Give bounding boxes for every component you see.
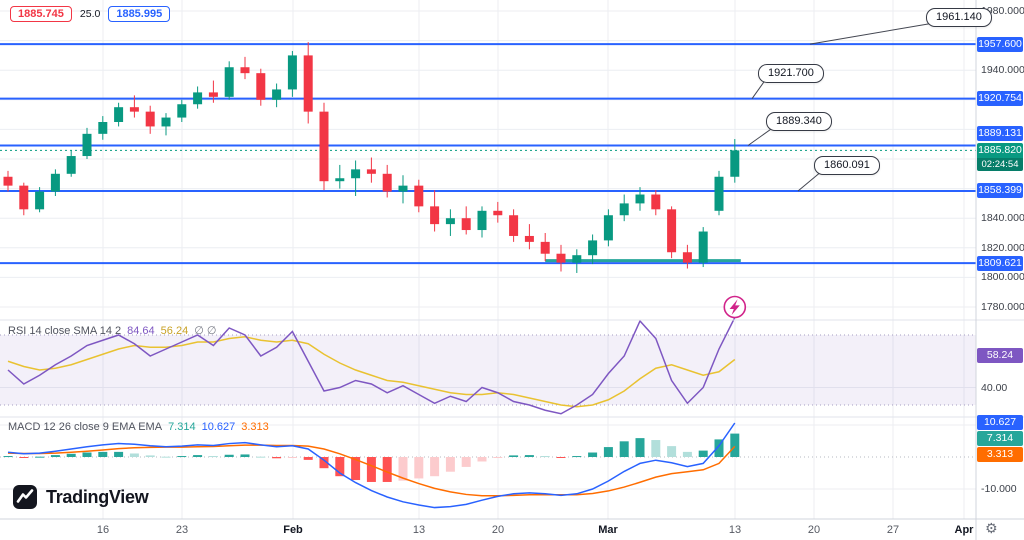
time-axis-label: 23 [175,524,189,536]
price-callout[interactable]: 1921.700 [758,64,824,83]
macd-legend-title[interactable]: MACD 12 26 close 9 EMA EMA [8,421,163,433]
tradingview-logo-icon [13,485,37,509]
price-axis-label: 1940.000 [981,64,1024,77]
time-axis-label: 13 [412,524,426,536]
price-level-badge: 1858.399 [977,183,1023,199]
callout-leader-line [797,170,823,192]
rsi-ma-line[interactable] [7,335,736,408]
current-price-value: 1885.820 [978,143,1022,156]
price-axis-label: 1800.000 [981,271,1024,284]
buy-sell-widget: 1885.745 25.0 1885.995 [10,6,171,22]
price-axis-label: 1840.000 [981,212,1024,225]
macd-line-value: 10.627 [201,421,236,433]
macd-axis-label: -10.000 [981,483,1017,495]
rsi-value: 84.64 [127,324,155,337]
current-price-badge: 1885.820 02:24:54 [977,142,1023,171]
macd-legend: MACD 12 26 close 9 EMA EMA 7.314 10.627 … [8,421,269,433]
macd-line[interactable] [7,422,736,509]
macd-signal-value: 3.313 [241,421,269,433]
macd-signal-line[interactable] [7,444,736,497]
price-level-badge: 1957.600 [977,36,1023,52]
time-axis-label: 13 [728,524,742,536]
price-level-badge: 1889.131 [977,125,1023,141]
lightning-icon[interactable] [723,295,747,319]
macd-hist-value: 7.314 [168,421,196,433]
callout-leader-line [747,126,775,146]
price-callout[interactable]: 1860.091 [814,156,880,175]
rsi-legend: RSI 14 close SMA 14 2 84.64 56.24 ∅ ∅ [8,324,217,338]
macd-badge: 10.627 [977,415,1023,431]
gear-icon[interactable]: ⚙ [985,521,998,537]
time-axis-label: Feb [283,524,303,536]
price-level-badge: 1809.621 [977,255,1023,271]
bar-countdown: 02:24:54 [977,157,1023,171]
rsi-badge: 58.24 [977,348,1023,364]
candlesticks[interactable] [3,42,740,273]
price-axis-label: 1820.000 [981,241,1024,254]
rsi-ma-value: 56.24 [160,324,189,337]
macd-badge: 3.313 [977,447,1023,463]
macd-badge: 7.314 [977,431,1023,447]
price-level-badge: 1920.754 [977,91,1023,107]
buy-price-button[interactable]: 1885.995 [108,6,171,22]
time-axis-label: 20 [491,524,505,536]
time-axis-label: 16 [96,524,110,536]
rsi-axis-label: 40.00 [981,381,1008,394]
spread-value: 25.0 [79,8,101,20]
price-axis-label: 1780.000 [981,301,1024,313]
rsi-legend-title[interactable]: RSI 14 close SMA 14 2 [8,324,122,337]
sell-price-button[interactable]: 1885.745 [10,6,72,22]
macd-histogram[interactable] [3,433,740,482]
time-axis-label: 20 [807,524,821,536]
time-axis-label: Apr [954,524,974,536]
rsi-bands-value: ∅ ∅ [194,325,217,337]
time-axis-label: 27 [886,524,900,536]
tradingview-logo-text: TradingView [46,486,149,507]
time-axis-label: Mar [598,524,618,536]
rsi-line[interactable] [7,317,736,415]
price-callout[interactable]: 1961.140 [926,8,992,27]
callout-leader-line [809,22,935,45]
price-callout[interactable]: 1889.340 [766,112,832,131]
tradingview-logo[interactable]: TradingView [12,484,149,510]
